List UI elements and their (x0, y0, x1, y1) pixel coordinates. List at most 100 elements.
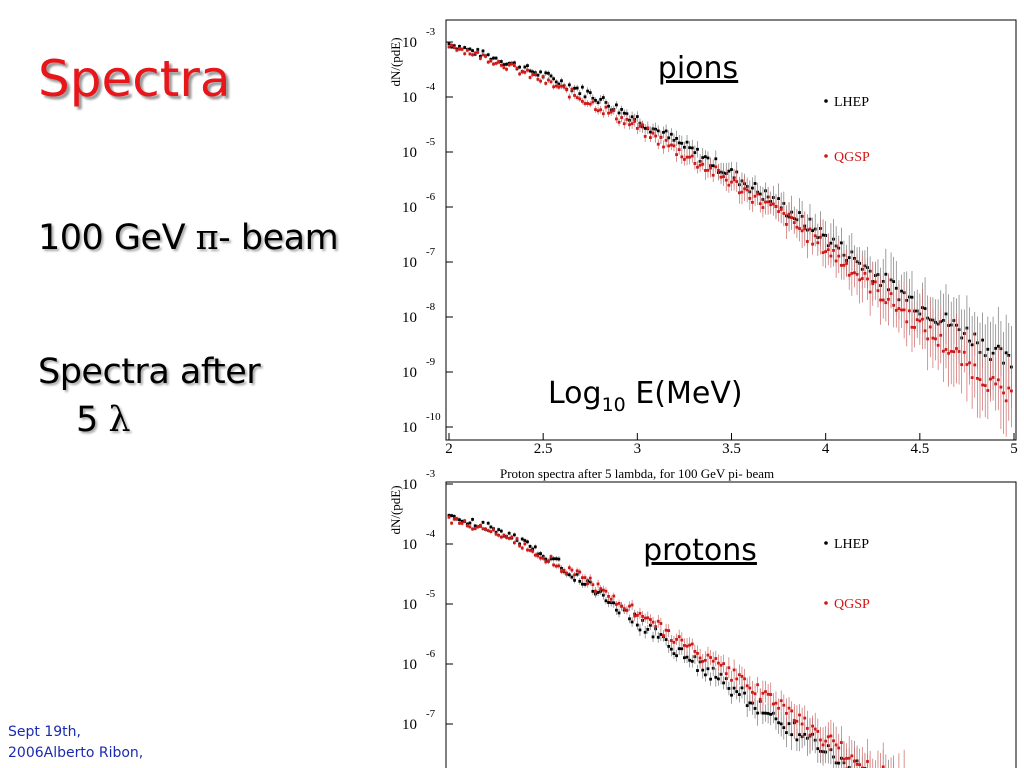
lhep-point (675, 137, 678, 140)
y-tick-label: 10 -4 (402, 81, 436, 106)
lhep-point (753, 182, 757, 185)
qgsp-point (607, 111, 610, 115)
bullet-beam: 100 GeV π- beam (38, 218, 339, 258)
qgsp-point (853, 759, 856, 763)
lhep-point (630, 115, 634, 119)
lhep-point (604, 599, 608, 603)
qgsp-point (552, 563, 556, 567)
lhep-point (894, 286, 898, 290)
qgsp-point (926, 337, 930, 341)
protons-legend: LHEP QGSP (824, 537, 870, 612)
qgsp-point (656, 619, 660, 623)
lhep-point (745, 704, 749, 707)
qgsp-point (863, 271, 867, 275)
qgsp-point (578, 570, 582, 574)
qgsp-point (952, 350, 956, 354)
lhep-point (617, 611, 621, 615)
pi-symbol: π (195, 218, 219, 258)
qgsp-point (458, 521, 461, 525)
lhep-point (460, 519, 464, 523)
qgsp-point (641, 614, 644, 618)
lhep-point (787, 722, 791, 726)
qgsp-point (588, 102, 592, 106)
qgsp-point (858, 763, 862, 767)
lhep-point (507, 531, 511, 535)
lhep-point (452, 514, 456, 518)
protons-legend-lhep-marker (824, 541, 828, 545)
qgsp-point (533, 553, 537, 557)
qgsp-point (554, 84, 558, 88)
qgsp-point (876, 289, 880, 293)
qgsp-point (510, 62, 514, 66)
lhep-point (476, 48, 480, 51)
qgsp-point (552, 85, 556, 89)
qgsp-point (745, 188, 749, 192)
lhep-point (528, 545, 532, 548)
qgsp-point (829, 254, 833, 258)
bullet-spectra: Spectra after 5 λ (38, 348, 261, 444)
lhep-point (690, 659, 694, 663)
qgsp-point (905, 320, 909, 324)
pions-x-ticks: 2 2.5 3 3.5 4 4.5 5 (445, 433, 1018, 457)
qgsp-point (719, 663, 723, 667)
qgsp-point (732, 178, 736, 182)
qgsp-point (484, 55, 488, 58)
qgsp-point (567, 566, 571, 570)
qgsp-point (575, 569, 579, 573)
lhep-point (458, 518, 461, 522)
qgsp-point (565, 571, 569, 575)
lhep-point (533, 545, 537, 549)
lhep-point (910, 295, 914, 299)
qgsp-point (638, 611, 642, 615)
lhep-point (544, 557, 548, 561)
qgsp-point (887, 297, 890, 301)
qgsp-point (798, 227, 801, 230)
lhep-point (599, 97, 603, 101)
qgsp-point (612, 594, 616, 598)
lhep-point (654, 127, 658, 131)
qgsp-point (837, 254, 841, 258)
bullet-beam-prefix: 100 GeV (38, 218, 196, 258)
qgsp-point (667, 629, 671, 633)
lhep-point (554, 557, 558, 561)
qgsp-point (722, 175, 726, 179)
lhep-point (685, 140, 689, 144)
qgsp-point (821, 743, 825, 747)
qgsp-point (873, 280, 877, 284)
lhep-point (581, 582, 584, 586)
lhep-point (774, 717, 778, 721)
qgsp-point (520, 70, 524, 74)
qgsp-point (1004, 399, 1008, 403)
lhep-point (494, 56, 498, 60)
lhep-point (581, 85, 584, 89)
lhep-point (583, 583, 587, 586)
qgsp-point (962, 350, 966, 354)
lhep-point (672, 652, 676, 656)
qgsp-point (735, 180, 739, 183)
lhep-point (730, 168, 733, 171)
qgsp-point (523, 542, 527, 546)
qgsp-point (771, 702, 775, 706)
qgsp-point (727, 183, 731, 187)
lhep-point (468, 47, 472, 51)
protons-ylabel: dN/(pdE) (388, 485, 403, 534)
qgsp-point (701, 162, 705, 166)
y-tick-exp: -3 (426, 468, 436, 480)
lhep-point (696, 669, 699, 672)
lhep-point (463, 46, 467, 49)
qgsp-point (792, 719, 796, 722)
qgsp-point (460, 47, 464, 51)
lhep-point (481, 49, 485, 53)
qgsp-point (766, 200, 770, 204)
lhep-point (664, 129, 668, 133)
qgsp-point (703, 169, 707, 172)
lhep-point (499, 60, 503, 63)
lhep-point (486, 521, 490, 525)
lhep-point (536, 73, 540, 77)
lhep-point (722, 681, 726, 685)
y-tick-base: 10 (402, 717, 417, 733)
x-tick-label: 4.5 (910, 441, 929, 457)
qgsp-point (907, 309, 911, 313)
qgsp-point (709, 656, 712, 659)
qgsp-point (761, 691, 765, 695)
